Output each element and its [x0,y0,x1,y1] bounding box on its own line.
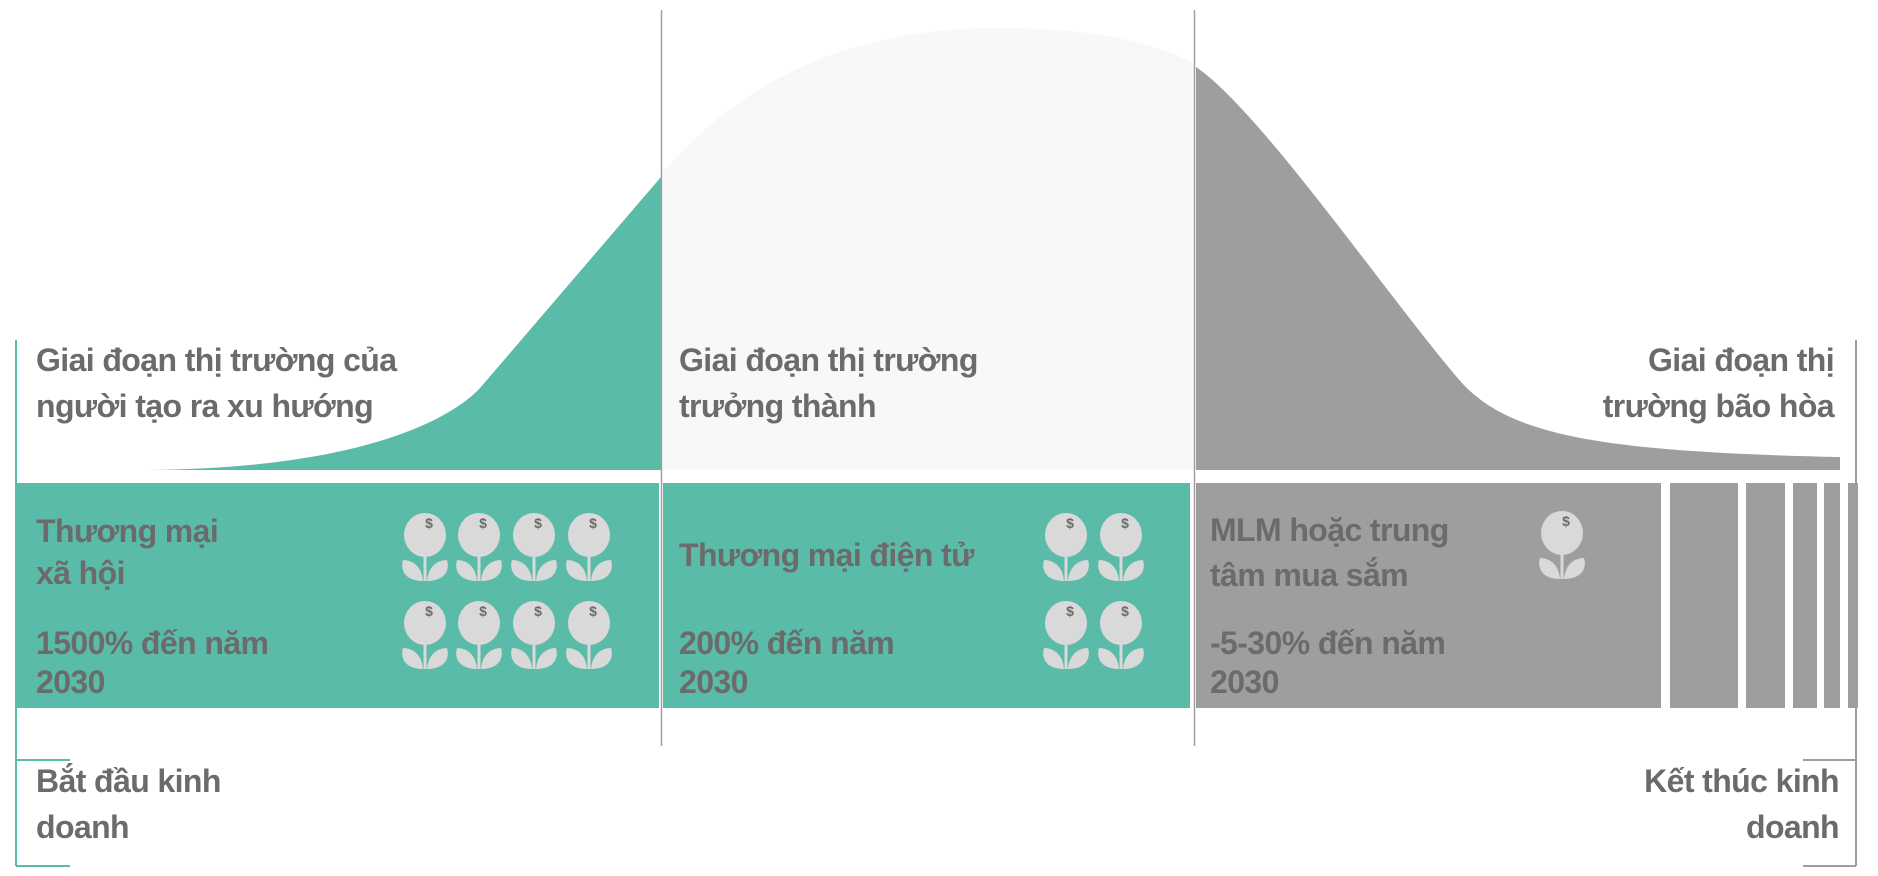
title-line: người tạo ra xu hướng [36,388,374,424]
stage-title-saturated: Giai đoạn thị trường bão hòa [1602,337,1835,429]
money-plant-icon: $ [1539,511,1585,579]
svg-text:$: $ [425,603,433,619]
money-plant-icon: $ [402,513,448,581]
channel-line: Thương mại [36,513,219,549]
svg-text:$: $ [425,515,433,531]
stage-title-mature: Giai đoạn thị trường trưởng thành [679,337,978,429]
end-label: Kết thúc kinh doanh [1644,758,1839,850]
money-plant-icon: $ [1098,513,1144,581]
growth-mlm-mall: -5-30% đến năm 2030 [1210,624,1446,702]
growth-ecommerce: 200% đến năm 2030 [679,624,895,702]
title-line: Giai đoạn thị trường của [36,342,397,378]
title-line: Giai đoạn thị trường [679,342,978,378]
money-plant-icon: $ [566,601,612,669]
band-saturated [1196,483,1661,708]
svg-text:$: $ [534,515,542,531]
curve-mature-area [663,28,1194,470]
svg-text:$: $ [1121,515,1129,531]
band-stripe [1848,483,1858,708]
band-trendsetter [16,483,659,708]
title-line: trường bão hòa [1602,388,1835,424]
band-mature [663,483,1190,708]
label-line: Bắt đầu kinh [36,763,221,799]
money-plant-icon: $ [456,513,502,581]
growth-line: 200% đến năm [679,625,895,661]
svg-text:$: $ [1562,513,1570,529]
growth-line: -5-30% đến năm [1210,625,1446,661]
start-label: Bắt đầu kinh doanh [36,758,221,850]
svg-text:$: $ [589,515,597,531]
svg-text:$: $ [589,603,597,619]
band-stripe [1793,483,1817,708]
money-plant-icon: $ [402,601,448,669]
growth-line: 2030 [1210,664,1279,700]
growth-line: 2030 [36,664,105,700]
money-plant-icon: $ [1098,601,1144,669]
channel-social-commerce: Thương mại xã hội [36,510,219,594]
channel-line: xã hội [36,555,125,591]
channel-mlm-mall: MLM hoặc trung tâm mua sắm [1210,508,1449,598]
label-line: doanh [36,809,130,845]
label-line: doanh [1746,809,1840,845]
curve-trendsetter-area [150,177,661,470]
money-plant-icon: $ [511,601,557,669]
svg-text:$: $ [1066,515,1074,531]
stage-title-trendsetter: Giai đoạn thị trường của người tạo ra xu… [36,337,397,429]
channel-line: MLM hoặc trung [1210,512,1449,548]
curve-saturated-area [1196,67,1840,470]
label-line: Kết thúc kinh [1644,763,1839,799]
title-line: Giai đoạn thị [1648,342,1835,378]
channel-ecommerce: Thương mại điện tử [679,532,974,578]
band-stripe [1824,483,1840,708]
growth-social-commerce: 1500% đến năm 2030 [36,624,269,702]
svg-text:$: $ [534,603,542,619]
band-stripe [1746,483,1785,708]
title-line: trưởng thành [679,388,877,424]
svg-text:$: $ [1066,603,1074,619]
svg-text:$: $ [479,603,487,619]
channel-line: tâm mua sắm [1210,557,1409,593]
channel-line: Thương mại điện tử [679,537,974,573]
growth-line: 2030 [679,664,748,700]
svg-text:$: $ [1121,603,1129,619]
svg-text:$: $ [479,515,487,531]
icon-layer: $ $ $ $ $ $ $ $ $ $ $ $ $ [402,511,1585,669]
band-stripe [1670,483,1738,708]
money-plant-icon: $ [511,513,557,581]
money-plant-icon: $ [1043,601,1089,669]
money-plant-icon: $ [456,601,502,669]
money-plant-icon: $ [566,513,612,581]
money-plant-icon: $ [1043,513,1089,581]
growth-line: 1500% đến năm [36,625,269,661]
